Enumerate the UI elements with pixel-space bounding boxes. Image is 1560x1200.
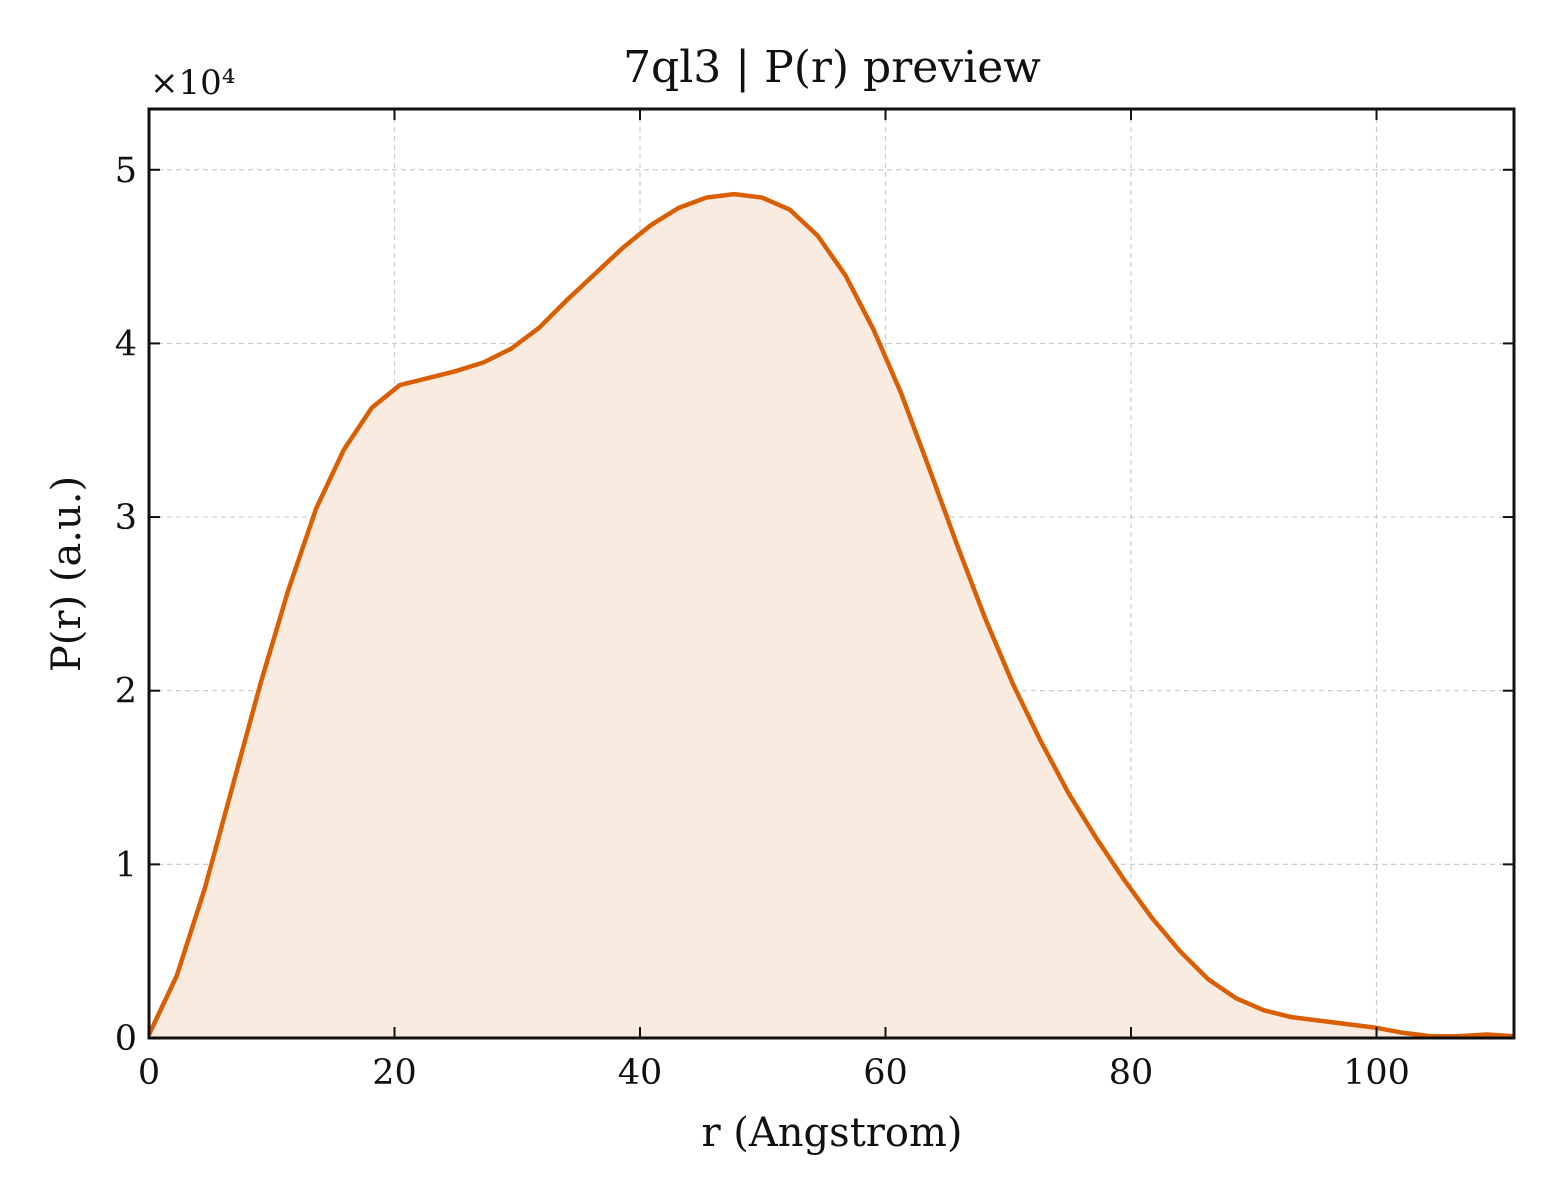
y-axis-title: P(r) (a.u.) [44,476,90,672]
series-line [146,191,1515,1039]
y-tick-label: 0 [115,1019,137,1059]
ticks: 0 20 40 60 80 100 0 1 2 3 4 5 [115,109,1514,1093]
y-multiplier-label: ×10⁴ [150,63,235,103]
x-tick-label: 40 [618,1053,663,1093]
y-tick-label: 1 [115,845,137,885]
area-fill [149,194,1514,1039]
x-tick-label: 20 [372,1053,417,1093]
x-tick-label: 100 [1343,1053,1410,1093]
y-tick-label: 3 [115,498,137,538]
plot-frame [147,107,1516,1040]
y-tick-label: 4 [115,324,137,364]
y-tick-label: 5 [115,151,137,191]
x-tick-label: 80 [1109,1053,1154,1093]
x-axis-title: r (Angstrom) [701,1110,962,1156]
chart-title: 7ql3 | P(r) preview [623,42,1041,93]
y-tick-label: 2 [115,672,137,712]
x-tick-label: 60 [863,1053,908,1093]
x-tick-label: 0 [138,1053,160,1093]
